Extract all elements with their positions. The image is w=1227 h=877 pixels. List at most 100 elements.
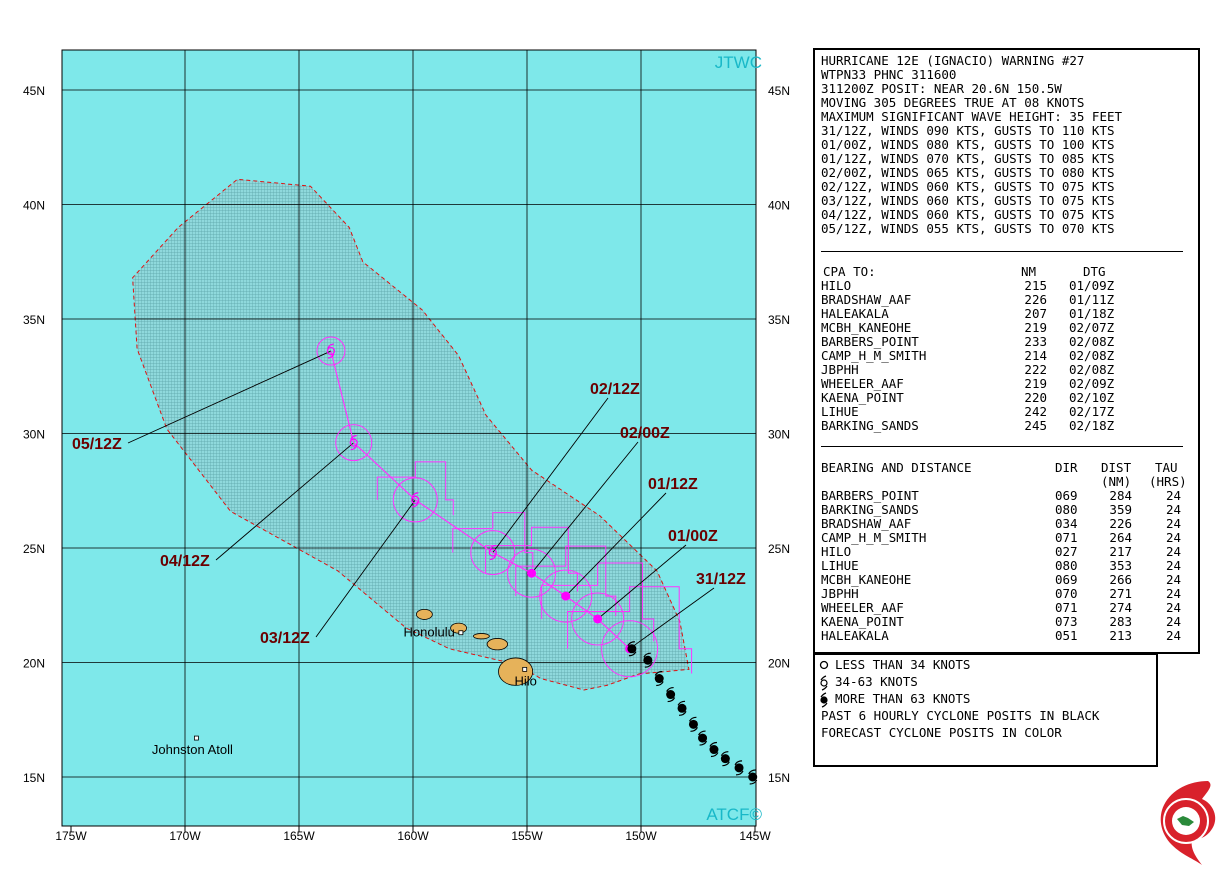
leader-line (492, 397, 609, 553)
island (473, 633, 490, 640)
place-marker (193, 735, 199, 741)
lat-tick-label: 15N (23, 771, 45, 785)
island (416, 608, 433, 620)
cpa-header: DTG (1083, 264, 1106, 279)
past-position-marker (734, 763, 744, 773)
bearing-row-dist: 271 (1109, 586, 1132, 601)
bearing-row-tau: 24 (1165, 488, 1181, 503)
tropical-storm-icon (820, 675, 828, 691)
warning-panel: HURRICANE 12E (IGNACIO) WARNING #27 WTPN3… (813, 48, 1200, 654)
map-frame (61, 49, 757, 827)
bearing-header: TAU (1155, 460, 1178, 475)
forecast-position-marker (349, 438, 358, 447)
jtwc-label: JTWC (715, 53, 762, 72)
warning-line: 02/12Z, WINDS 060 KTS, GUSTS TO 075 KTS (821, 179, 1115, 194)
past-position-marker (654, 674, 664, 684)
storm-track (326, 343, 758, 785)
wind-radius-ring (507, 548, 557, 598)
bearing-row-tau: 24 (1165, 628, 1181, 643)
bearing-row-tau: 24 (1165, 614, 1181, 629)
warning-line: MAXIMUM SIGNIFICANT WAVE HEIGHT: 35 FEET (821, 109, 1123, 124)
cpa-row-name: LIHUE (821, 404, 859, 419)
forecast-position-marker (561, 591, 571, 601)
lon-tick-label: 170W (169, 829, 201, 843)
cpa-row-nm: 245 (1024, 418, 1047, 433)
bearing-header: (HRS) (1149, 474, 1187, 489)
cpa-row-dtg: 01/09Z (1069, 278, 1115, 293)
axis-ticks: 175W 170W 165W 160W 155W 150W 145W 45N 45N 40N 40N… (23, 84, 790, 843)
bearing-row-name: HILO (821, 544, 852, 559)
past-position-marker (627, 644, 637, 654)
hawaiian-islands: Honolulu Hilo Johnston Atoll (152, 608, 537, 757)
cpa-row-name: HALEAKALA (821, 306, 889, 321)
wind-radius-ring (335, 424, 373, 462)
lon-tick-label: 155W (511, 829, 543, 843)
legend-item: LESS THAN 34 KNOTS (835, 657, 971, 672)
forecast-track-line (330, 350, 631, 650)
bearing-row-name: HALEAKALA (821, 628, 889, 643)
cpa-row-name: CAMP_H_M_SMITH (821, 348, 927, 363)
bearing-row-dist: 266 (1109, 572, 1132, 587)
bearing-row-dist: 353 (1109, 558, 1132, 573)
jtwc-logo-icon (1160, 781, 1216, 865)
lat-tick-label: 25N (768, 542, 790, 556)
warning-line: WTPN33 PHNC 311600 (821, 67, 957, 82)
lat-tick-label: 20N (768, 657, 790, 671)
bearing-row-dist: 217 (1109, 544, 1132, 559)
divider (821, 446, 1183, 447)
bearing-row-dir: 070 (1055, 586, 1078, 601)
bearing-row-name: WHEELER_AAF (821, 600, 904, 615)
cpa-row-dtg: 02/08Z (1069, 362, 1115, 377)
past-position-marker (698, 730, 708, 746)
wind-radius-ring (392, 477, 438, 523)
leader-line (597, 544, 687, 620)
bearing-row-dir: 073 (1055, 614, 1078, 629)
lat-tick-label: 30N (768, 428, 790, 442)
warning-line: 31/12Z, WINDS 090 KTS, GUSTS TO 110 KTS (821, 123, 1115, 138)
lon-tick-label: 175W (55, 829, 87, 843)
bearing-row-tau: 24 (1165, 544, 1181, 559)
past-position-marker (688, 716, 698, 732)
forecast-position-marker (411, 495, 420, 505)
cpa-row-dtg: 02/10Z (1069, 390, 1115, 405)
bearing-row-name: CAMP_H_M_SMITH (821, 530, 927, 545)
bearing-row-dist: 226 (1109, 516, 1132, 531)
bearing-header: (NM) (1101, 474, 1132, 489)
bearing-row-dir: 071 (1055, 530, 1078, 545)
past-position-marker (720, 754, 730, 764)
legend-note: FORECAST CYCLONE POSITS IN COLOR (821, 725, 1062, 740)
past-position-marker (677, 703, 687, 713)
cpa-row-nm: 222 (1024, 362, 1047, 377)
wind-quadrant-outline (541, 562, 655, 642)
forecast-position-marker (489, 544, 497, 561)
leader-line (215, 442, 355, 561)
past-position-marker (709, 741, 719, 758)
past-position-marker (734, 760, 744, 776)
cpa-header: NM (1021, 264, 1037, 279)
forecast-position-marker (488, 548, 497, 557)
past-position-marker (627, 641, 637, 657)
place-label: Honolulu (404, 625, 455, 640)
leader-line (315, 499, 416, 638)
warning-line: 311200Z POSIT: NEAR 20.6N 150.5W (821, 81, 1062, 96)
cpa-row-nm: 226 (1024, 292, 1047, 307)
bearing-row-dir: 051 (1055, 628, 1078, 643)
warning-line: 05/12Z, WINDS 055 KTS, GUSTS TO 070 KTS (821, 221, 1115, 236)
place-marker (522, 666, 528, 672)
past-position-marker (666, 686, 676, 703)
past-position-marker (748, 772, 758, 782)
divider (821, 251, 1183, 252)
cpa-row-nm: 219 (1024, 376, 1047, 391)
warning-line: HURRICANE 12E (IGNACIO) WARNING #27 (821, 53, 1085, 68)
bearing-row-name: KAENA_POINT (821, 614, 904, 629)
past-position-marker (643, 652, 653, 668)
bearing-row-tau: 24 (1165, 530, 1181, 545)
leader-line (629, 587, 715, 650)
past-position-marker (698, 733, 708, 743)
legend-icons (819, 660, 829, 708)
bearing-row-dist: 264 (1109, 530, 1132, 545)
cpa-row-name: JBPHH (821, 362, 859, 377)
bearing-row-tau: 24 (1165, 558, 1181, 573)
past-position-marker (677, 700, 687, 716)
